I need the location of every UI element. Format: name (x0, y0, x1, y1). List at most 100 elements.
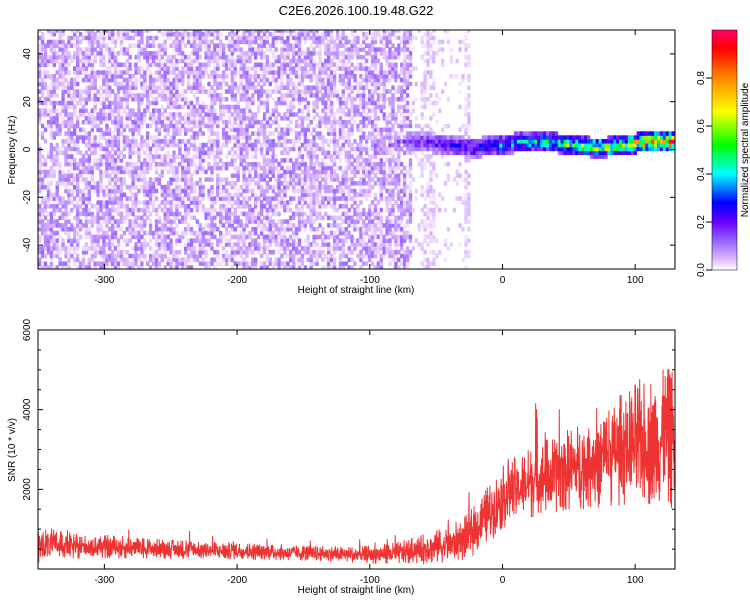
spectrogram-cell (84, 54, 89, 60)
spectrogram-cell (248, 177, 252, 182)
spectrogram-cell (151, 177, 156, 182)
spectrogram-cell (137, 265, 141, 269)
spectrogram-cell (67, 89, 71, 94)
spectrogram-cell (300, 223, 305, 228)
spectrogram-cell (169, 30, 173, 33)
spectrogram-cell (216, 196, 220, 201)
spectrogram-cell (140, 177, 144, 182)
spectrogram-cell (128, 127, 132, 133)
spectrogram-cell (367, 253, 372, 259)
spectrogram-cell (64, 207, 68, 213)
spectrogram-cell (300, 204, 305, 209)
spectrogram-cell (210, 173, 214, 178)
spectrogram-cell (52, 265, 56, 269)
spectrogram-cell (227, 58, 232, 64)
spectrogram-cell (38, 150, 42, 156)
spectrogram-cell (341, 123, 345, 129)
spectrogram-cell (388, 226, 392, 232)
spectrogram-cell (192, 116, 197, 121)
spectrogram-cell (84, 207, 89, 213)
spectrogram-cell (157, 77, 162, 83)
spectrogram-cell (300, 181, 305, 186)
spectrogram-cell (61, 39, 65, 45)
spectrogram-cell (210, 188, 214, 194)
spectrogram-cell (105, 169, 109, 175)
spectrogram-cell (239, 35, 243, 41)
spectrogram-cell (341, 131, 345, 136)
spectrogram-cell (204, 89, 208, 94)
spectrogram-cell (154, 123, 159, 129)
spectrogram-cell (207, 242, 211, 247)
spectrogram-cell (58, 196, 62, 201)
spectrogram-cell (370, 54, 375, 60)
spectrogram-cell (148, 192, 153, 198)
spectrogram-cell (154, 70, 159, 75)
spectrogram-cell (286, 104, 290, 110)
spectrogram-cell (259, 219, 264, 224)
spectrogram-cell (116, 211, 121, 217)
spectrogram-cell (134, 246, 138, 251)
spectrogram-cell (271, 119, 275, 125)
spectrogram-cell (254, 66, 258, 71)
spectrogram-cell (365, 211, 369, 217)
spectrogram-cell (257, 89, 261, 94)
spectrogram-cell (76, 54, 80, 60)
spectrogram-cell (128, 154, 132, 159)
spectrogram-cell (76, 184, 80, 190)
spectrogram-cell (67, 169, 71, 175)
spectrogram-cell (198, 246, 202, 251)
spectrogram-cell (341, 77, 345, 83)
spectrogram-cell (116, 261, 121, 266)
spectrogram-cell (76, 93, 80, 98)
spectrogram-cell (335, 51, 340, 56)
spectrogram-cell (207, 188, 211, 194)
spectrogram-cell (116, 119, 121, 125)
spectrogram-cell (84, 169, 89, 175)
spectrogram-cell (210, 226, 214, 232)
spectrogram-cell (330, 104, 334, 110)
spectrogram-cell (40, 123, 45, 129)
spectrogram-cell (341, 62, 345, 68)
spectrogram-cell (239, 246, 243, 251)
spectrogram-cell (111, 30, 115, 33)
spectrogram-cell (73, 261, 77, 266)
spectrogram-cell (280, 196, 284, 201)
spectrogram-cell (294, 211, 299, 217)
spectrogram-cell (76, 161, 80, 167)
spectrogram-cell (154, 116, 159, 121)
spectrogram-cell (382, 85, 386, 90)
spectrogram-cell (251, 85, 255, 90)
spectrogram-cell (108, 173, 112, 178)
spectrogram-cell (73, 249, 77, 255)
spectrogram-cell (96, 74, 100, 79)
spectrogram-cell (330, 158, 334, 163)
spectrogram-cell (227, 253, 232, 259)
spectrogram-cell (297, 139, 302, 144)
spectrogram-cell (300, 192, 305, 198)
spectrogram-cell (78, 96, 83, 102)
spectrogram-cell (344, 230, 348, 236)
spectrogram-cell (163, 249, 167, 255)
spectrogram-cell (108, 150, 112, 156)
spectrogram-cell (102, 146, 106, 152)
spectrogram-cell (38, 112, 42, 117)
spectrogram-cell (181, 261, 185, 266)
spectrogram-cell (146, 215, 150, 221)
spectrogram-cell (111, 226, 115, 232)
spectrogram-cell (309, 177, 313, 182)
spectrogram-cell (233, 150, 237, 156)
spectrogram-cell (254, 74, 258, 79)
spectrogram-cell (90, 47, 94, 52)
spectrogram-cell (239, 146, 243, 152)
spectrogram-cell (277, 173, 281, 178)
spectrogram-cell (330, 188, 334, 194)
spectrogram-cell (119, 81, 124, 87)
spectrogram-cell (230, 196, 235, 201)
spectrogram-cell (96, 51, 100, 56)
spectrogram-cell (365, 66, 369, 71)
spectrogram-cell (38, 146, 42, 152)
spectrogram-cell (73, 104, 77, 110)
spectrogram-cell (192, 123, 197, 129)
spectrogram-cell (242, 242, 246, 247)
